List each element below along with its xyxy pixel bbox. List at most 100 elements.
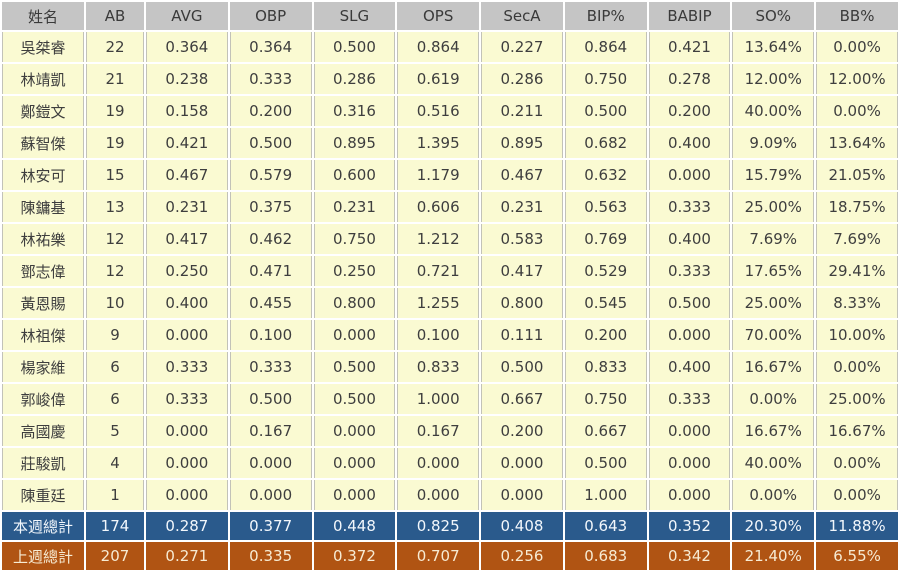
stat-cell: 0.500 bbox=[564, 448, 647, 478]
total-stat-cell: 0.342 bbox=[648, 542, 731, 570]
total-stat-cell: 0.408 bbox=[481, 512, 563, 540]
total-stat-cell: 0.256 bbox=[481, 542, 563, 570]
stat-cell: 0.545 bbox=[564, 288, 647, 318]
stat-cell: 0.864 bbox=[564, 32, 647, 62]
total-stat-cell: 207 bbox=[86, 542, 144, 570]
stat-cell: 9 bbox=[86, 320, 144, 350]
stat-cell: 0.000 bbox=[648, 416, 731, 446]
player-row: 鄭鎧文 19 0.158 0.200 0.316 0.516 0.211 0.500 0.200… bbox=[2, 96, 898, 126]
stat-cell: 0.500 bbox=[313, 384, 396, 414]
stat-cell: 0.000 bbox=[146, 480, 228, 510]
total-label-cell: 本週總計 bbox=[2, 512, 84, 540]
stat-cell: 0.000 bbox=[313, 320, 396, 350]
stat-cell: 13 bbox=[86, 192, 144, 222]
stat-cell: 0.833 bbox=[397, 352, 480, 382]
stat-cell: 10.00% bbox=[816, 320, 898, 350]
stat-cell: 0.606 bbox=[397, 192, 480, 222]
player-row: 楊家維 6 0.333 0.333 0.500 0.833 0.500 0.833 0.400 1… bbox=[2, 352, 898, 382]
stat-cell: 19 bbox=[86, 128, 144, 158]
stat-cell: 0.333 bbox=[648, 256, 731, 286]
stat-cell: 4 bbox=[86, 448, 144, 478]
stat-cell: 0.000 bbox=[229, 448, 312, 478]
stat-cell: 1.000 bbox=[397, 384, 480, 414]
total-label-cell: 上週總計 bbox=[2, 542, 84, 570]
stat-cell: 0.000 bbox=[481, 480, 563, 510]
stat-cell: 0.00% bbox=[816, 32, 898, 62]
stat-cell: 16.67% bbox=[732, 352, 815, 382]
stat-cell: 0.750 bbox=[564, 384, 647, 414]
stat-cell: 0.400 bbox=[648, 128, 731, 158]
stat-cell: 25.00% bbox=[732, 192, 815, 222]
stat-cell: 7.69% bbox=[732, 224, 815, 254]
stat-cell: 0.500 bbox=[313, 352, 396, 382]
stat-cell: 0.00% bbox=[816, 448, 898, 478]
stat-cell: 0.500 bbox=[564, 96, 647, 126]
player-row: 黃恩賜 10 0.400 0.455 0.800 1.255 0.800 0.545 0.500… bbox=[2, 288, 898, 318]
stat-cell: 0.667 bbox=[564, 416, 647, 446]
stat-cell: 7.69% bbox=[816, 224, 898, 254]
stat-cell: 0.333 bbox=[648, 192, 731, 222]
player-row: 陳重廷 1 0.000 0.000 0.000 0.000 0.000 1.000 0.000 0… bbox=[2, 480, 898, 510]
column-header: BB% bbox=[816, 2, 898, 30]
stat-cell: 0.100 bbox=[229, 320, 312, 350]
stat-cell: 0.333 bbox=[146, 352, 228, 382]
stat-cell: 5 bbox=[86, 416, 144, 446]
stat-cell: 0.250 bbox=[146, 256, 228, 286]
player-row: 郭峻偉 6 0.333 0.500 0.500 1.000 0.667 0.750 0.333 0… bbox=[2, 384, 898, 414]
stat-cell: 0.800 bbox=[481, 288, 563, 318]
stat-cell: 0.864 bbox=[397, 32, 480, 62]
player-name-cell: 陳重廷 bbox=[2, 480, 84, 510]
stat-cell: 0.721 bbox=[397, 256, 480, 286]
total-stat-cell: 0.683 bbox=[564, 542, 647, 570]
stat-cell: 12 bbox=[86, 224, 144, 254]
stat-cell: 0.579 bbox=[229, 160, 312, 190]
total-row-last-week: 上週總計 207 0.271 0.335 0.372 0.707 0.256 0.683 0.3… bbox=[2, 542, 898, 570]
player-name-cell: 郭峻偉 bbox=[2, 384, 84, 414]
stat-cell: 0.800 bbox=[313, 288, 396, 318]
stat-cell: 0.421 bbox=[146, 128, 228, 158]
stat-cell: 12.00% bbox=[732, 64, 815, 94]
stat-cell: 0.000 bbox=[146, 320, 228, 350]
stat-cell: 0.364 bbox=[146, 32, 228, 62]
stat-cell: 0.455 bbox=[229, 288, 312, 318]
player-row: 吳桀睿 22 0.364 0.364 0.500 0.864 0.227 0.864 0.421… bbox=[2, 32, 898, 62]
stat-cell: 0.750 bbox=[313, 224, 396, 254]
stat-cell: 6 bbox=[86, 384, 144, 414]
stat-cell: 0.421 bbox=[648, 32, 731, 62]
column-header: SLG bbox=[313, 2, 396, 30]
stat-cell: 1.212 bbox=[397, 224, 480, 254]
stat-cell: 12 bbox=[86, 256, 144, 286]
total-stat-cell: 21.40% bbox=[732, 542, 815, 570]
stat-cell: 1.255 bbox=[397, 288, 480, 318]
stat-cell: 12.00% bbox=[816, 64, 898, 94]
stat-cell: 0.200 bbox=[481, 416, 563, 446]
stat-cell: 0.000 bbox=[397, 448, 480, 478]
column-header: AB bbox=[86, 2, 144, 30]
stat-cell: 0.333 bbox=[229, 352, 312, 382]
stat-cell: 0.250 bbox=[313, 256, 396, 286]
column-header: BIP% bbox=[564, 2, 647, 30]
stat-cell: 1.395 bbox=[397, 128, 480, 158]
stat-cell: 0.000 bbox=[397, 480, 480, 510]
player-name-cell: 莊駿凱 bbox=[2, 448, 84, 478]
stat-cell: 19 bbox=[86, 96, 144, 126]
stat-cell: 0.231 bbox=[146, 192, 228, 222]
player-row: 陳鏞基 13 0.231 0.375 0.231 0.606 0.231 0.563 0.333… bbox=[2, 192, 898, 222]
stat-cell: 1.000 bbox=[564, 480, 647, 510]
stat-cell: 40.00% bbox=[732, 96, 815, 126]
stat-cell: 18.75% bbox=[816, 192, 898, 222]
stat-cell: 21.05% bbox=[816, 160, 898, 190]
player-name-cell: 黃恩賜 bbox=[2, 288, 84, 318]
total-stat-cell: 0.352 bbox=[648, 512, 731, 540]
stat-cell: 0.000 bbox=[648, 320, 731, 350]
total-stat-cell: 0.643 bbox=[564, 512, 647, 540]
stat-cell: 0.375 bbox=[229, 192, 312, 222]
stat-cell: 0.516 bbox=[397, 96, 480, 126]
player-name-cell: 鄭鎧文 bbox=[2, 96, 84, 126]
stat-cell: 15 bbox=[86, 160, 144, 190]
total-stat-cell: 0.287 bbox=[146, 512, 228, 540]
stat-cell: 0.632 bbox=[564, 160, 647, 190]
total-stat-cell: 0.377 bbox=[229, 512, 312, 540]
